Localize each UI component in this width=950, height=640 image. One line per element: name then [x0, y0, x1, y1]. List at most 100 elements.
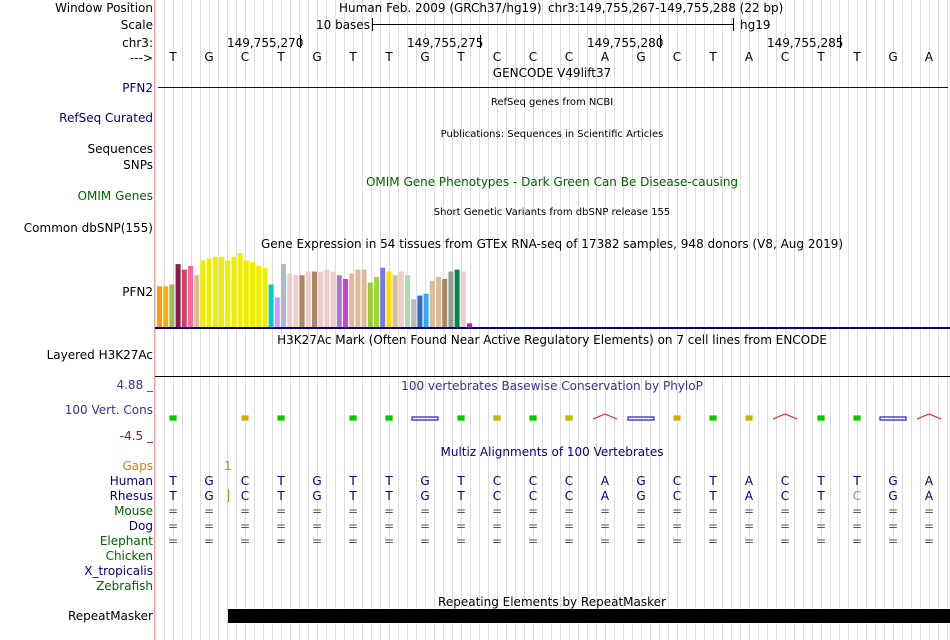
gtex-tissue-bar[interactable]: [299, 275, 305, 327]
dbsnp-label[interactable]: Common dbSNP(155): [23, 221, 153, 235]
gtex-tissue-bar[interactable]: [336, 275, 342, 327]
gtex-tissue-bar[interactable]: [262, 267, 268, 327]
gtex-tissue-bar[interactable]: [460, 271, 466, 328]
gtex-tissue-bar[interactable]: [200, 260, 206, 327]
gtex-tissue-bar[interactable]: [330, 271, 336, 328]
human-base: G: [312, 474, 322, 488]
gtex-tissue-bar[interactable]: [250, 262, 255, 327]
gtex-tissue-bar[interactable]: [175, 264, 181, 327]
gtex-tissue-bar[interactable]: [219, 256, 224, 327]
rhesus-base: T: [277, 489, 285, 503]
gtex-tissue-bar[interactable]: [324, 269, 330, 327]
species-label-x_tropicalis[interactable]: X_tropicalis: [84, 564, 153, 578]
gtex-tissue-bar[interactable]: [467, 323, 472, 327]
human-base: G: [204, 474, 214, 488]
identity-marker: =: [815, 519, 827, 533]
sequences-label[interactable]: Sequences: [87, 142, 153, 156]
identity-marker: =: [311, 504, 323, 518]
gtex-tissue-bar[interactable]: [274, 297, 280, 327]
scale-db: hg19: [740, 18, 771, 32]
gtex-tissue-bar[interactable]: [442, 278, 448, 327]
species-label-chicken[interactable]: Chicken: [105, 549, 153, 563]
grid-line: [218, 0, 219, 640]
gtex-tissue-bar[interactable]: [380, 267, 386, 327]
species-label-zebrafish[interactable]: Zebrafish: [96, 579, 153, 593]
gtex-tissue-bar[interactable]: [225, 260, 231, 327]
gtex-tissue-bar[interactable]: [293, 275, 299, 327]
gtex-tissue-bar[interactable]: [361, 269, 367, 327]
phylop-score-mark: [817, 415, 825, 421]
gtex-tissue-bar[interactable]: [318, 271, 324, 328]
h3k27ac-label[interactable]: Layered H3K27Ac: [46, 348, 153, 362]
identity-marker: =: [311, 519, 323, 533]
gtex-tissue-bar[interactable]: [448, 271, 454, 328]
gtex-tissue-bar[interactable]: [188, 265, 193, 327]
gtex-tissue-bar[interactable]: [454, 269, 460, 327]
repeat-element-bar[interactable]: [228, 609, 950, 623]
gencode-gene-arrows[interactable]: ‹‹‹‹‹‹‹‹‹‹‹‹‹‹‹‹‹‹‹‹‹‹‹‹‹‹‹‹‹‹‹‹‹‹‹‹‹‹‹‹…: [158, 86, 948, 89]
gtex-tissue-bar[interactable]: [411, 299, 417, 327]
gtex-tissue-bar[interactable]: [181, 269, 187, 327]
window-position-label: Window Position: [55, 1, 153, 15]
identity-marker: =: [347, 519, 359, 533]
gtex-tissue-bar[interactable]: [194, 275, 200, 327]
phylop-score-mark: [411, 416, 439, 421]
grid-line: [911, 0, 912, 640]
gtex-tissue-bar[interactable]: [243, 260, 249, 327]
gtex-tissue-bar[interactable]: [429, 280, 435, 327]
grid-line: [830, 0, 831, 640]
species-label-elephant[interactable]: Elephant: [99, 534, 153, 548]
gtex-tissue-bar[interactable]: [287, 273, 293, 327]
species-label-human[interactable]: Human: [109, 474, 153, 488]
grid-line: [632, 0, 633, 640]
gtex-tissue-bar[interactable]: [374, 277, 379, 327]
gtex-tissue-bar[interactable]: [343, 278, 348, 327]
gtex-tissue-bar[interactable]: [312, 271, 317, 328]
gtex-tissue-bar[interactable]: [392, 275, 398, 327]
gtex-tissue-bar[interactable]: [367, 282, 373, 327]
rhesus-base: A: [924, 489, 934, 503]
gtex-tissue-bar[interactable]: [423, 293, 429, 327]
coord-label-1: 149,755,270: [227, 36, 304, 50]
pubs-title: Publications: Sequences in Scientific Ar…: [440, 129, 664, 140]
gtex-tissue-bar[interactable]: [231, 256, 237, 327]
gtex-tissue-bar[interactable]: [163, 286, 169, 327]
human-base: A: [744, 474, 754, 488]
gtex-tissue-bar[interactable]: [281, 264, 286, 327]
gencode-gene-label[interactable]: PFN2: [122, 81, 153, 95]
rhesus-base: C: [780, 489, 790, 503]
gtex-tissue-bar[interactable]: [212, 256, 218, 327]
gtex-tissue-bar[interactable]: [268, 284, 274, 327]
gtex-tissue-bar[interactable]: [206, 258, 212, 327]
human-base: C: [564, 474, 574, 488]
identity-marker: =: [419, 534, 431, 548]
gtex-tissue-bar[interactable]: [256, 265, 262, 327]
omim-label[interactable]: OMIM Genes: [77, 189, 153, 203]
gtex-tissue-bar[interactable]: [157, 286, 162, 327]
chrom-label: chr3:: [122, 36, 153, 50]
rhesus-base: G: [420, 489, 430, 503]
gtex-tissue-bar[interactable]: [436, 277, 441, 327]
gtex-tissue-bar[interactable]: [169, 284, 175, 327]
repeatmasker-label[interactable]: RepeatMasker: [67, 609, 153, 623]
phylop-score-mark: [349, 415, 357, 421]
multiz-title: Multiz Alignments of 100 Vertebrates: [440, 445, 664, 459]
gtex-tissue-bar[interactable]: [305, 271, 311, 328]
gtex-tissue-bar[interactable]: [355, 269, 361, 327]
gtex-tissue-bar[interactable]: [398, 271, 404, 328]
phylop-label[interactable]: 100 Vert. Cons: [64, 403, 153, 417]
identity-marker: =: [671, 534, 683, 548]
species-label-rhesus[interactable]: Rhesus: [109, 489, 153, 503]
gtex-tissue-bar[interactable]: [237, 253, 243, 327]
base-letter: T: [385, 50, 393, 64]
gtex-tissue-bar[interactable]: [386, 271, 392, 328]
gtex-tissue-bar[interactable]: [417, 295, 423, 327]
species-label-mouse[interactable]: Mouse: [114, 504, 153, 518]
gtex-tissue-bar[interactable]: [405, 275, 410, 327]
refseq-label[interactable]: RefSeq Curated: [59, 111, 153, 125]
snps-label[interactable]: SNPs: [123, 158, 153, 172]
gtex-gene-label[interactable]: PFN2: [122, 285, 153, 299]
grid-line: [938, 0, 939, 640]
gtex-tissue-bar[interactable]: [349, 273, 355, 327]
species-label-dog[interactable]: Dog: [128, 519, 153, 533]
